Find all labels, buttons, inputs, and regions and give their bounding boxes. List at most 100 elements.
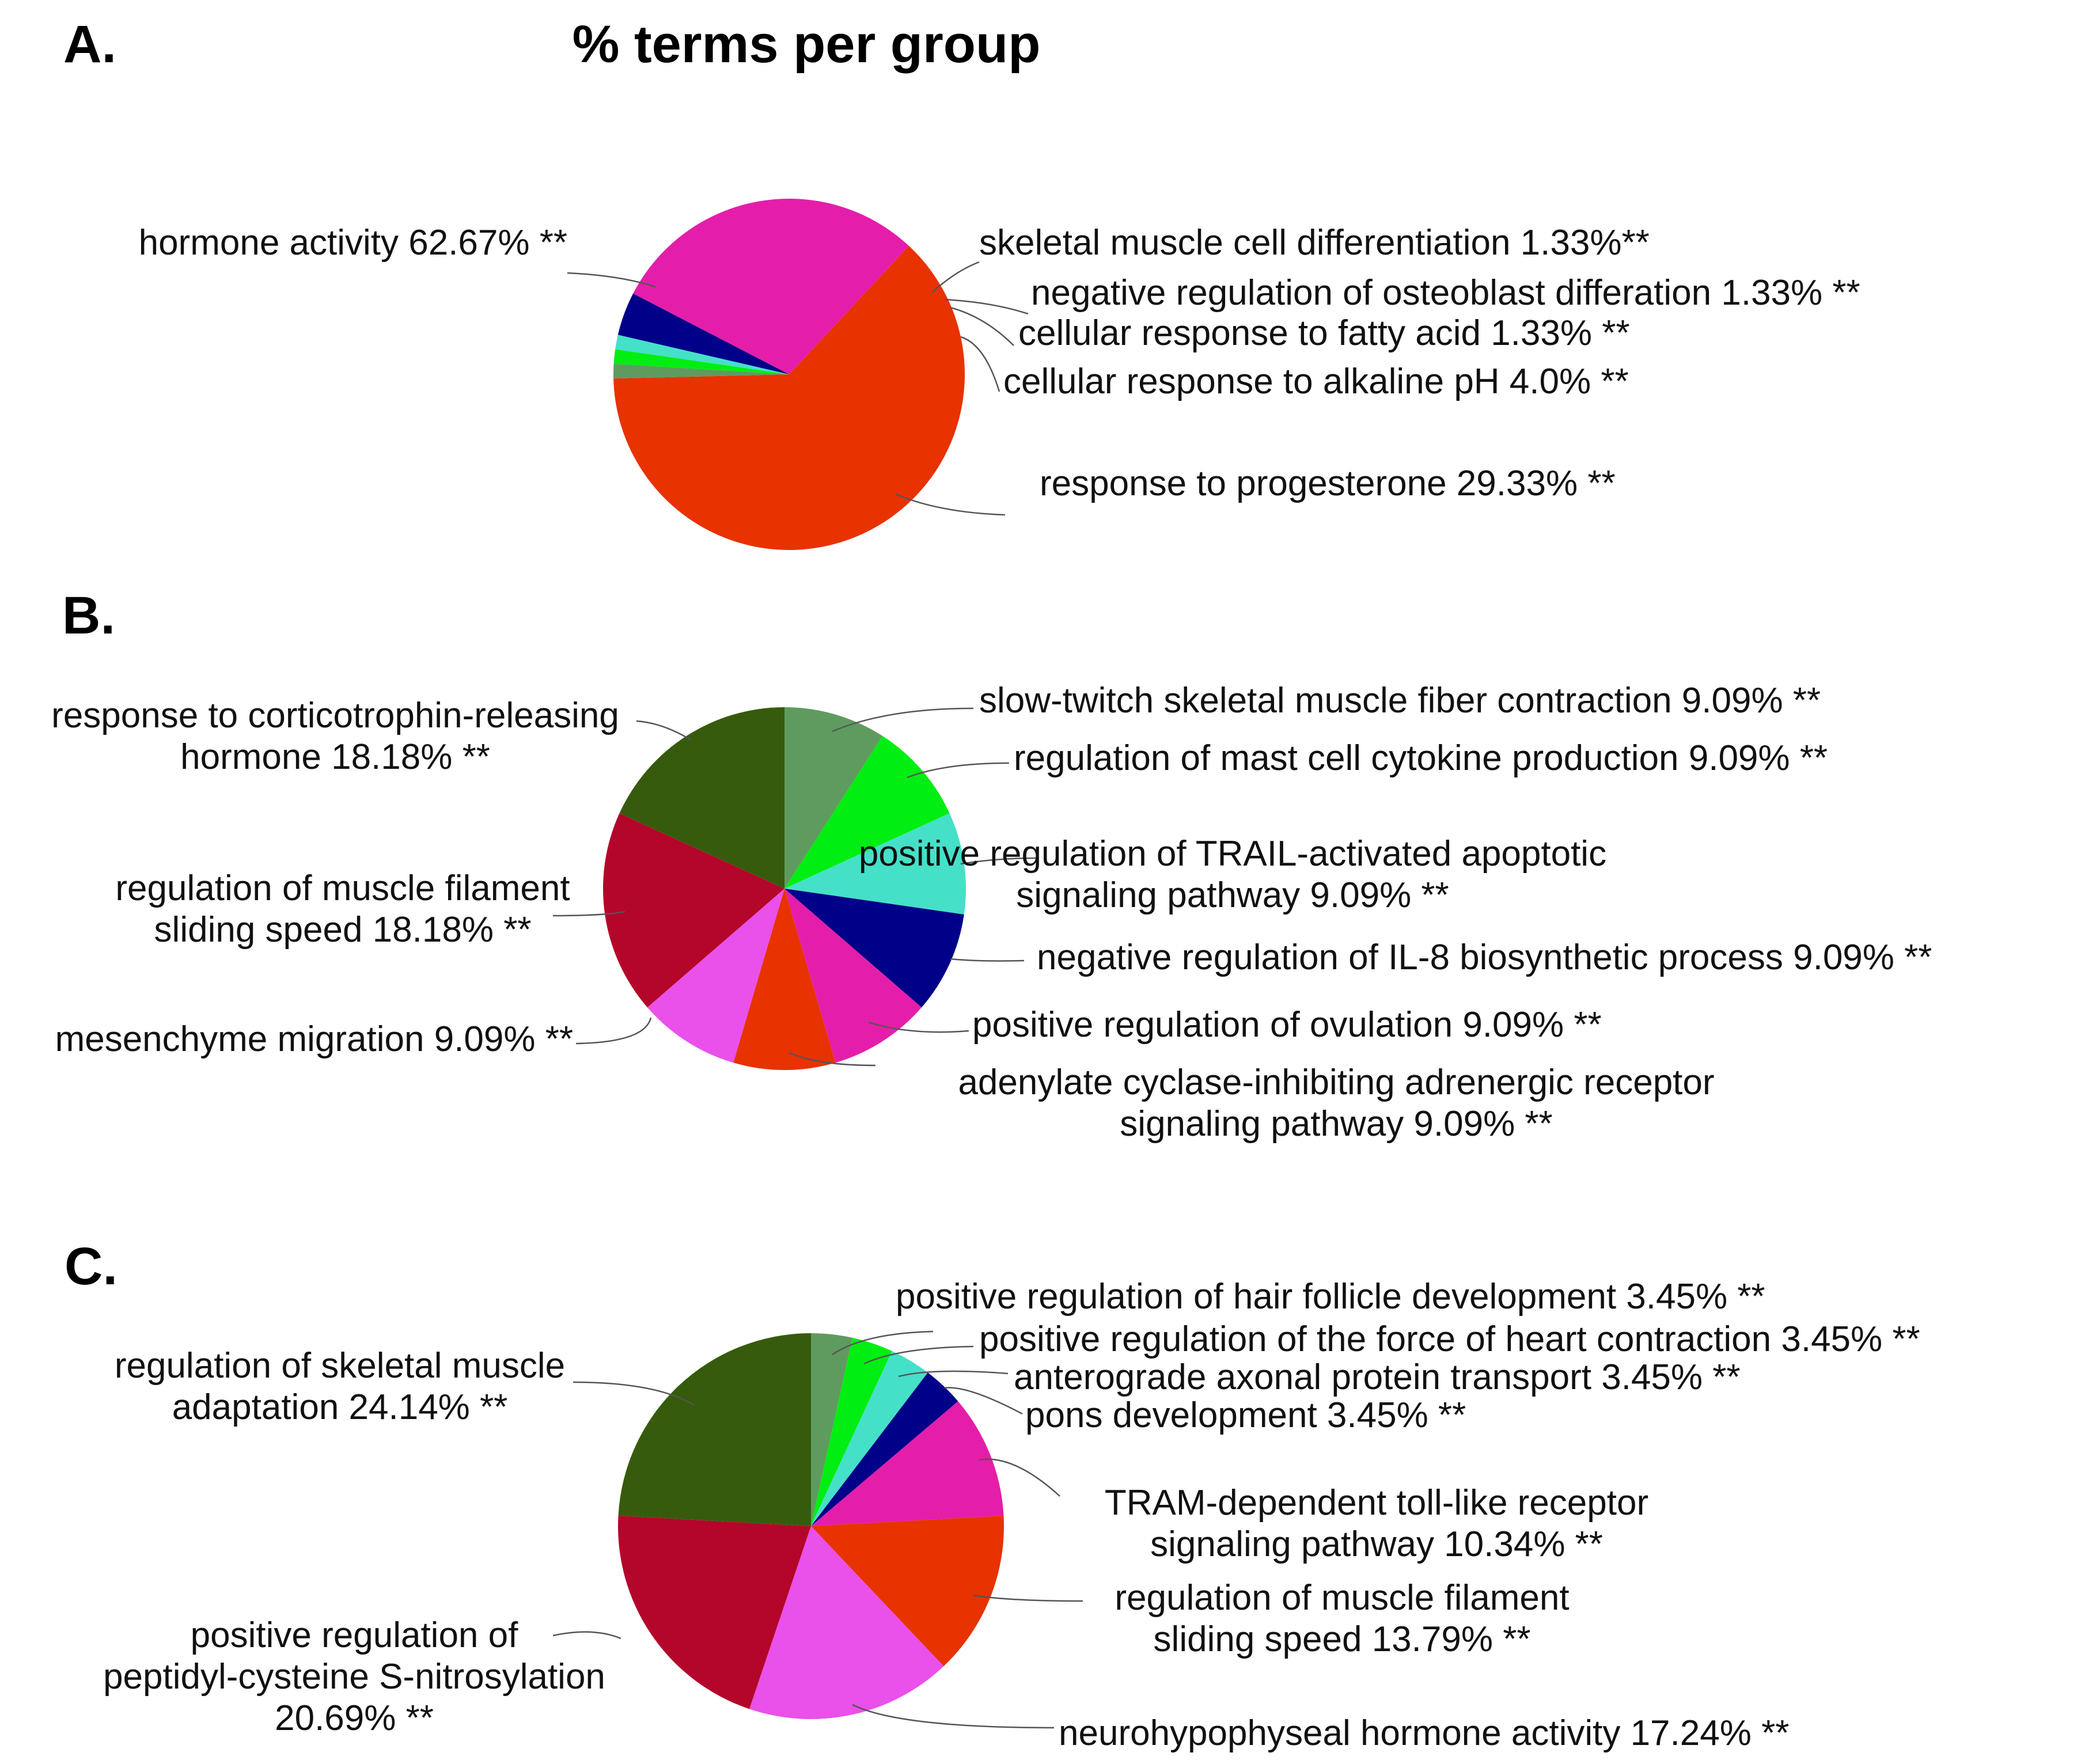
slice-label-line-b-1-0: regulation of mast cell cytokine product… (1014, 738, 1828, 778)
slice-label-line-b-8-1: hormone 18.18% ** (180, 737, 490, 777)
pie-chart-a: hormone activity 62.67% ** skeletal muscl… (139, 199, 1860, 551)
slice-label-line-c-6-0: neurohypophyseal hormone activity 17.24%… (1059, 1713, 1789, 1753)
pie-slice-a-3 (615, 335, 789, 374)
pie-slice-c-6 (749, 1526, 944, 1720)
slice-label-b-8: response to corticotrophin-releasing horm… (51, 696, 619, 777)
slice-label-c-3: pons development 3.45% ** (1025, 1395, 1466, 1435)
slice-label-line-b-0-0: slow-twitch skeletal muscle fiber contra… (979, 681, 1821, 720)
panel-label-a: A. (63, 15, 116, 74)
slice-label-line-b-5-0: adenylate cyclase-inhibiting adrenergic … (958, 1063, 1714, 1102)
pie-slice-c-0 (811, 1333, 853, 1526)
slice-label-line-c-4-1: signaling pathway 10.34% ** (1150, 1524, 1603, 1564)
leader-line-a-4 (960, 336, 1000, 392)
leader-line-c-0 (832, 1330, 934, 1356)
leader-line-c-7 (552, 1631, 621, 1640)
leader-line-b-5 (789, 1052, 876, 1067)
slice-label-line-a-3-0: cellular response to fatty acid 1.33% ** (1018, 313, 1629, 353)
pie-slice-b-3 (784, 889, 964, 1008)
leader-line-c-4 (979, 1458, 1060, 1497)
leader-line-b-0 (832, 707, 974, 733)
leader-line-c-3 (944, 1387, 1023, 1415)
slice-label-c-0: positive regulation of hair follicle dev… (896, 1277, 1765, 1317)
pie-chart-b: slow-twitch skeletal muscle fiber contra… (51, 681, 1932, 1144)
slice-label-b-7: regulation of muscle filament sliding spe… (115, 868, 570, 950)
leader-line-b-7 (552, 911, 626, 917)
slice-label-a-5: response to progesterone 29.33% ** (1040, 464, 1616, 503)
slice-label-c-6: neurohypophyseal hormone activity 17.24%… (1059, 1713, 1789, 1753)
slice-label-line-c-2-0: anterograde axonal protein transport 3.4… (1014, 1357, 1741, 1397)
panel-label-c: C. (65, 1237, 117, 1296)
slice-label-a-3: cellular response to fatty acid 1.33% ** (1018, 313, 1629, 353)
slice-label-line-b-2-0: positive regulation of TRAIL-activated a… (859, 834, 1606, 874)
pie-slice-b-8 (619, 707, 784, 889)
leader-line-b-6 (575, 1017, 652, 1045)
pie-slice-c-8 (618, 1333, 811, 1526)
leader-line-b-1 (907, 762, 1010, 779)
pie-slice-c-4 (811, 1401, 1004, 1526)
slice-label-a-1: skeletal muscle cell differentiation 1.3… (979, 223, 1650, 263)
pie-slice-c-3 (811, 1372, 958, 1526)
slice-label-c-1: positive regulation of the force of hear… (979, 1319, 1920, 1359)
pie-slice-a-5 (633, 199, 909, 374)
leader-line-a-2 (944, 298, 1029, 315)
leader-line-b-4 (868, 1021, 969, 1033)
slice-label-c-7: positive regulation of peptidyl-cysteine … (103, 1615, 605, 1738)
pie-slice-b-7 (603, 813, 784, 1008)
figure-title: % terms per group (573, 15, 1041, 74)
slice-label-line-c-5-0: regulation of muscle filament (1115, 1578, 1569, 1618)
pie-slice-c-2 (811, 1350, 928, 1526)
leader-line-a-1 (931, 261, 980, 293)
slice-label-line-c-4-0: TRAM-dependent toll-like receptor (1105, 1483, 1648, 1523)
slice-label-line-b-6-0: mesenchyme migration 9.09% ** (55, 1019, 573, 1059)
slice-label-line-a-0-0: hormone activity 62.67% ** (139, 223, 567, 263)
leader-line-c-6 (852, 1704, 1055, 1729)
slice-label-c-2: anterograde axonal protein transport 3.4… (1014, 1357, 1741, 1397)
pie-slice-a-0 (613, 245, 965, 551)
pie-slice-b-6 (647, 889, 784, 1063)
pie-slice-b-5 (733, 889, 836, 1071)
slice-label-a-4: cellular response to alkaline pH 4.0% ** (1003, 362, 1629, 401)
slice-label-a-2: negative regulation of osteoblast differ… (1031, 273, 1860, 313)
pie-chart-c: positive regulation of hair follicle dev… (103, 1277, 1920, 1753)
pie-slice-b-0 (784, 707, 883, 889)
slice-label-b-4: positive regulation of ovulation 9.09% *… (972, 1005, 1602, 1045)
slice-label-b-0: slow-twitch skeletal muscle fiber contra… (979, 681, 1821, 720)
slice-label-line-b-2-1: signaling pathway 9.09% ** (1016, 875, 1449, 915)
leader-line-a-0 (567, 272, 656, 288)
slice-label-line-a-4-0: cellular response to alkaline pH 4.0% ** (1003, 362, 1629, 401)
pie-slice-c-5 (811, 1515, 1004, 1667)
slice-label-line-c-8-0: regulation of skeletal muscle (115, 1346, 565, 1386)
slice-label-line-b-7-1: sliding speed 18.18% ** (154, 910, 532, 950)
leader-line-b-8 (636, 720, 692, 741)
slice-label-line-c-3-0: pons development 3.45% ** (1025, 1395, 1466, 1435)
pie-slice-c-7 (618, 1515, 811, 1709)
slice-label-line-a-2-0: negative regulation of osteoblast differ… (1031, 273, 1860, 313)
slice-label-line-a-5-0: response to progesterone 29.33% ** (1040, 464, 1616, 503)
leader-line-c-1 (863, 1345, 974, 1365)
slice-label-line-b-3-0: negative regulation of IL-8 biosynthetic… (1037, 938, 1932, 977)
pie-slice-c-1 (811, 1337, 892, 1526)
slice-label-line-b-8-0: response to corticotrophin-releasing (51, 696, 619, 735)
slice-label-b-2: positive regulation of TRAIL-activated a… (859, 834, 1606, 915)
pie-slice-b-1 (784, 736, 950, 889)
pie-slice-b-4 (784, 889, 922, 1063)
slice-label-b-5: adenylate cyclase-inhibiting adrenergic … (958, 1063, 1714, 1144)
slice-label-line-c-7-2: 20.69% ** (275, 1698, 434, 1738)
slice-label-line-c-1-0: positive regulation of the force of hear… (979, 1319, 1920, 1359)
slice-label-a-0: hormone activity 62.67% ** (139, 223, 567, 263)
pie-slice-b-2 (784, 813, 966, 915)
slice-label-line-c-7-0: positive regulation of (191, 1615, 518, 1655)
pie-slice-a-4 (617, 293, 789, 374)
leader-line-a-3 (950, 306, 1014, 346)
slice-label-line-c-7-1: peptidyl-cysteine S-nitrosylation (103, 1657, 605, 1697)
pie-slice-a-1 (613, 363, 789, 379)
pie-slice-a-2 (613, 349, 789, 374)
slice-label-c-5: regulation of muscle filament sliding spe… (1115, 1578, 1569, 1659)
panel-label-b: B. (62, 586, 115, 645)
slice-label-b-3: negative regulation of IL-8 biosynthetic… (1037, 938, 1932, 977)
slice-label-b-6: mesenchyme migration 9.09% ** (55, 1019, 573, 1059)
leader-line-a-5 (895, 493, 1006, 516)
slice-label-line-c-8-1: adaptation 24.14% ** (172, 1387, 508, 1427)
slice-label-line-a-1-0: skeletal muscle cell differentiation 1.3… (979, 223, 1650, 263)
